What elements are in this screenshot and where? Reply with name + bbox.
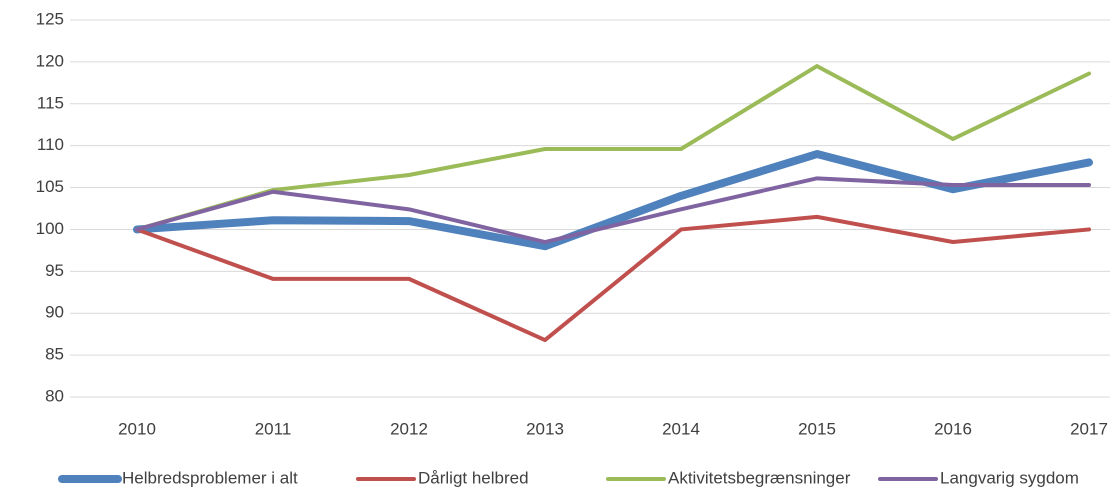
- legend-label: Langvarig sygdom: [940, 468, 1079, 487]
- y-tick-label: 95: [45, 261, 64, 280]
- x-tick-label: 2014: [662, 419, 700, 438]
- y-tick-label: 80: [45, 386, 64, 405]
- x-tick-label: 2011: [255, 419, 292, 438]
- x-tick-label: 2016: [934, 419, 972, 438]
- y-tick-label: 115: [37, 93, 64, 112]
- x-tick-label: 2015: [798, 419, 836, 438]
- series-line: [135, 176, 1091, 245]
- x-tick-label: 2012: [390, 419, 428, 438]
- y-tick-label: 125: [36, 9, 64, 28]
- series-line: [135, 214, 1091, 343]
- y-tick-label: 105: [36, 177, 64, 196]
- x-tick-label: 2010: [118, 419, 156, 438]
- y-tick-label: 85: [45, 345, 64, 364]
- x-tick-label: 2013: [526, 419, 564, 438]
- y-tick-label: 120: [36, 51, 64, 70]
- y-tick-label: 110: [37, 135, 64, 154]
- legend-label: Aktivitetsbegrænsninger: [668, 468, 851, 487]
- y-tick-label: 100: [36, 219, 64, 238]
- y-tick-label: 90: [45, 303, 64, 322]
- series-line: [133, 150, 1093, 251]
- legend-label: Helbredsproblemer i alt: [122, 468, 298, 487]
- x-tick-label: 2017: [1070, 419, 1108, 438]
- series-line: [135, 64, 1091, 232]
- legend-label: Dårligt helbred: [418, 468, 529, 487]
